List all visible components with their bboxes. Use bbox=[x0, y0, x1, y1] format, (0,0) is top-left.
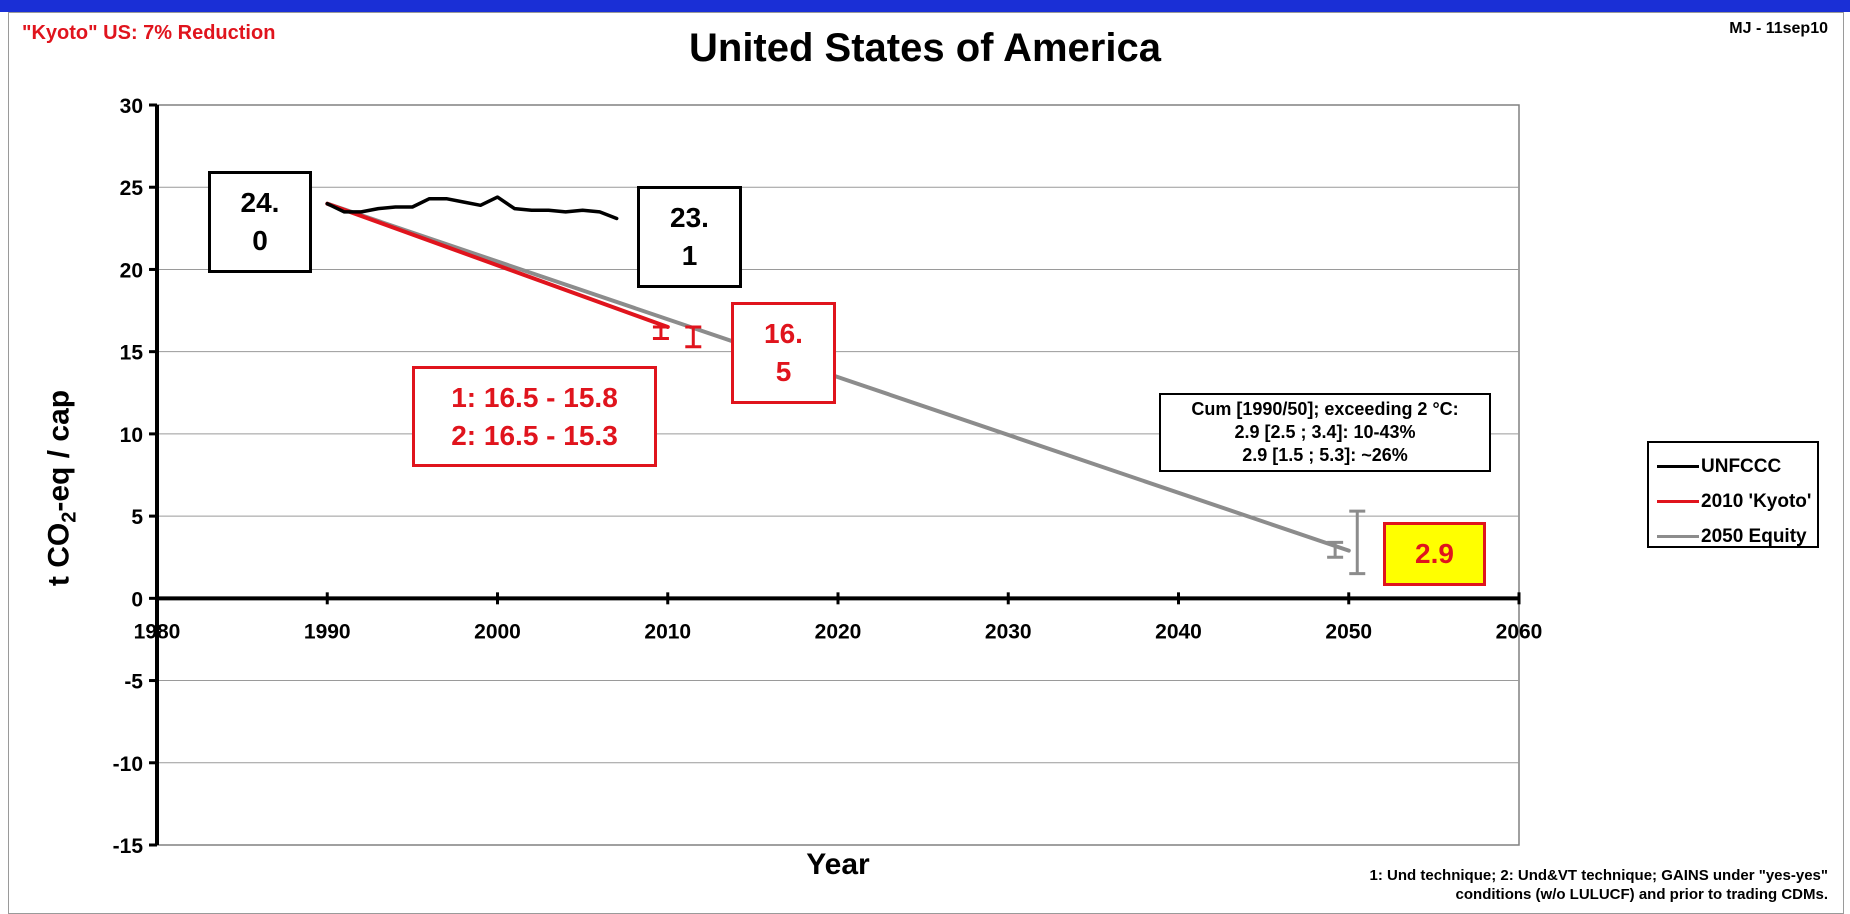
series-line-unfccc bbox=[325, 195, 619, 221]
cum-line-2: 2.9 [2.5 ; 3.4]: 10-43% bbox=[1234, 422, 1416, 442]
last-value-line2: 1 bbox=[681, 240, 698, 271]
y-tick-label: 15 bbox=[120, 342, 144, 365]
x-tick-label: 2050 bbox=[1325, 620, 1372, 643]
y-tick-label: -15 bbox=[113, 835, 144, 858]
x-tick-label: 2060 bbox=[1496, 620, 1543, 643]
x-tick-label: 2030 bbox=[985, 620, 1032, 643]
kyoto-value-box: 16. 5 bbox=[731, 302, 836, 404]
series-line-equity bbox=[325, 201, 1351, 553]
cum-line-1: Cum [1990/50]; exceeding 2 °C: bbox=[1191, 399, 1459, 419]
start-value-line2: 0 bbox=[252, 225, 268, 256]
equity-value: 2.9 bbox=[1415, 538, 1454, 569]
start-value-line1: 24. bbox=[240, 187, 280, 218]
footnote-line-2: conditions (w/o LULUCF) and prior to tra… bbox=[1455, 886, 1828, 903]
x-axis-label: Year bbox=[806, 848, 870, 881]
cum-line-3: 2.9 [1.5 ; 5.3]: ~26% bbox=[1242, 445, 1408, 465]
last-value-box: 23. 1 bbox=[637, 186, 742, 288]
ranges-box: 1: 16.5 - 15.8 2: 16.5 - 15.3 bbox=[412, 366, 657, 467]
legend-item-unfccc: UNFCCC bbox=[1657, 449, 1817, 484]
start-value-box: 24. 0 bbox=[208, 171, 312, 273]
legend-swatch-kyoto bbox=[1657, 500, 1699, 503]
kyoto-value-line2: 5 bbox=[775, 356, 792, 387]
legend-label-kyoto: 2010 'Kyoto' bbox=[1701, 490, 1812, 512]
legend-label-equity: 2050 Equity bbox=[1701, 525, 1807, 547]
legend-item-kyoto: 2010 'Kyoto' bbox=[1657, 484, 1817, 519]
author-date-note: MJ - 11sep10 bbox=[1729, 20, 1828, 37]
y-tick-label: 0 bbox=[131, 588, 143, 611]
cumulative-info-box: Cum [1990/50]; exceeding 2 °C: 2.9 [2.5 … bbox=[1159, 393, 1491, 472]
footnote: 1: Und technique; 2: Und&VT technique; G… bbox=[1370, 866, 1828, 904]
range-line-1: 1: 16.5 - 15.8 bbox=[451, 381, 618, 413]
y-tick-label: 30 bbox=[120, 95, 143, 118]
y-tick-label: -5 bbox=[124, 671, 143, 694]
window-top-bar bbox=[0, 0, 1850, 12]
series-line-kyoto bbox=[325, 201, 670, 329]
x-tick-label: 2010 bbox=[644, 620, 691, 643]
legend-item-equity: 2050 Equity bbox=[1657, 519, 1817, 554]
y-tick-label: 20 bbox=[120, 259, 143, 282]
range-line-2: 2: 16.5 - 15.3 bbox=[451, 419, 618, 451]
plot-frame bbox=[156, 104, 1520, 846]
y-tick-label: 10 bbox=[120, 424, 143, 447]
x-tick-label: 1990 bbox=[304, 620, 351, 643]
y-tick-label: -10 bbox=[113, 753, 143, 776]
kyoto-value-line1: 16. bbox=[764, 318, 803, 349]
chart-title: United States of America bbox=[689, 26, 1161, 70]
equity-value-box: 2.9 bbox=[1383, 522, 1486, 586]
last-value-line1: 23. bbox=[670, 202, 709, 233]
legend-swatch-equity bbox=[1657, 535, 1699, 538]
legend-label-unfccc: UNFCCC bbox=[1701, 455, 1782, 477]
legend: UNFCCC 2010 'Kyoto' 2050 Equity bbox=[1647, 441, 1819, 548]
footnote-line-1: 1: Und technique; 2: Und&VT technique; G… bbox=[1369, 867, 1828, 884]
y-tick-label: 5 bbox=[131, 506, 143, 529]
kyoto-reduction-note: "Kyoto" US: 7% Reduction bbox=[22, 22, 276, 44]
x-tick-label: 2040 bbox=[1155, 620, 1202, 643]
x-tick-label: 2000 bbox=[474, 620, 521, 643]
x-tick-label: 1980 bbox=[134, 620, 181, 643]
y-tick-label: 25 bbox=[120, 177, 144, 200]
x-tick-label: 2020 bbox=[815, 620, 862, 643]
legend-swatch-unfccc bbox=[1657, 465, 1699, 468]
